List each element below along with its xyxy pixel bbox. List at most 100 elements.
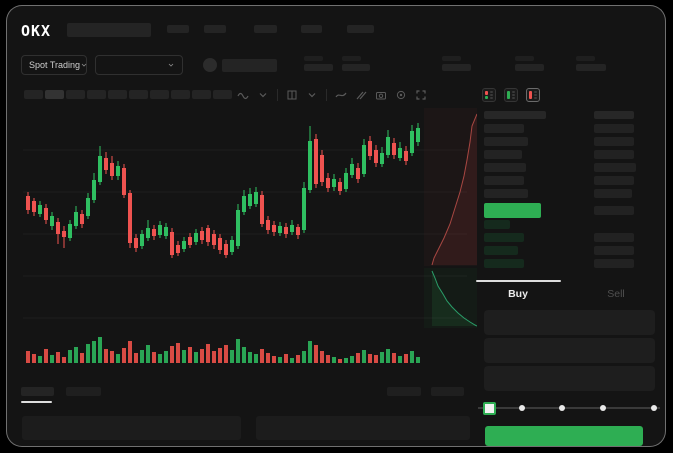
volume-bar xyxy=(86,344,90,363)
ob-ask-price[interactable] xyxy=(484,137,528,146)
slider-handle[interactable] xyxy=(483,402,496,415)
candle-body xyxy=(308,141,312,190)
tab-sell[interactable]: Sell xyxy=(607,288,625,300)
split-book-view-icon[interactable] xyxy=(482,88,496,102)
bottom-action-1[interactable] xyxy=(387,387,421,396)
ob-ask-amount[interactable] xyxy=(594,150,634,159)
slider-step-dot[interactable] xyxy=(519,405,525,411)
depth-chart[interactable] xyxy=(424,108,477,328)
ob-bid-amount[interactable] xyxy=(594,233,634,242)
nav-item-2[interactable] xyxy=(204,25,226,33)
ob-amount[interactable] xyxy=(594,206,634,215)
ob-header-amount[interactable] xyxy=(594,111,634,119)
bottom-action-2[interactable] xyxy=(431,387,464,396)
bottom-tab-2[interactable] xyxy=(66,387,101,396)
tab-buy[interactable]: Buy xyxy=(508,288,528,300)
chevron-down-icon[interactable] xyxy=(257,89,269,101)
fullscreen-icon[interactable] xyxy=(415,89,427,101)
timeframe-button[interactable] xyxy=(150,90,169,99)
bids-only-view-icon[interactable] xyxy=(504,88,518,102)
nav-item-5[interactable] xyxy=(347,25,374,33)
amount-percent-slider[interactable] xyxy=(478,400,660,416)
amount-input[interactable] xyxy=(484,338,655,363)
stat-label-4 xyxy=(515,56,534,61)
ob-ask-price[interactable] xyxy=(484,163,526,172)
volume-bar xyxy=(272,356,276,363)
ob-bid-price[interactable] xyxy=(484,220,510,229)
ob-header-price[interactable] xyxy=(484,111,546,119)
timeframe-button[interactable] xyxy=(108,90,127,99)
timeframe-button[interactable] xyxy=(45,90,64,99)
candle-body xyxy=(302,188,306,230)
ob-ask-price[interactable] xyxy=(484,189,528,198)
ob-last-price[interactable] xyxy=(484,203,541,218)
candle-body xyxy=(278,226,282,233)
price-input[interactable] xyxy=(484,310,655,335)
ob-ask-price[interactable] xyxy=(484,124,524,133)
volume-bar xyxy=(62,357,66,363)
candle-body xyxy=(80,214,84,224)
timeframe-button[interactable] xyxy=(213,90,232,99)
compare-line-icon[interactable] xyxy=(335,89,347,101)
candle-body xyxy=(38,205,42,214)
total-input[interactable] xyxy=(484,366,655,391)
ob-ask-price[interactable] xyxy=(484,176,524,185)
candlestick-chart[interactable] xyxy=(21,106,469,370)
candle-body xyxy=(116,166,120,176)
okx-logo[interactable]: OKX xyxy=(21,22,52,40)
candle-body xyxy=(98,156,102,182)
timeframe-button[interactable] xyxy=(129,90,148,99)
volume-bar xyxy=(74,347,78,363)
ob-bid-price[interactable] xyxy=(484,233,524,242)
volume-bar xyxy=(278,357,282,363)
order-book[interactable] xyxy=(477,108,665,280)
slider-step-dot[interactable] xyxy=(559,405,565,411)
slider-step-dot[interactable] xyxy=(651,405,657,411)
camera-icon[interactable] xyxy=(375,89,387,101)
volume-bar xyxy=(344,358,348,363)
ob-ask-amount[interactable] xyxy=(594,124,634,133)
ob-bid-amount[interactable] xyxy=(594,259,634,268)
nav-item-4[interactable] xyxy=(301,25,322,33)
volume-bar xyxy=(242,347,246,363)
bottom-tab-active[interactable] xyxy=(21,387,54,396)
candle-body xyxy=(176,245,180,253)
timeframe-button[interactable] xyxy=(66,90,85,99)
coin-avatar[interactable] xyxy=(203,58,217,72)
stat-value-5 xyxy=(576,64,606,71)
pair-dropdown[interactable] xyxy=(95,55,183,75)
timeframe-button[interactable] xyxy=(24,90,43,99)
market-type-selector[interactable]: Spot Trading xyxy=(21,55,87,75)
nav-item-3[interactable] xyxy=(254,25,277,33)
slider-track[interactable] xyxy=(478,407,660,409)
volume-bar xyxy=(332,357,336,363)
settings-gear-icon[interactable] xyxy=(395,89,407,101)
candle-body xyxy=(128,193,132,243)
nav-item-1[interactable] xyxy=(167,25,189,33)
candle-body xyxy=(332,179,336,187)
candle-body xyxy=(392,143,396,155)
candle-body xyxy=(398,148,402,158)
slider-step-dot[interactable] xyxy=(600,405,606,411)
volume-bar xyxy=(200,349,204,363)
timeframe-button[interactable] xyxy=(87,90,106,99)
ob-bid-price[interactable] xyxy=(484,246,518,255)
timeframe-button[interactable] xyxy=(171,90,190,99)
ob-ask-amount[interactable] xyxy=(594,189,632,198)
ob-ask-amount[interactable] xyxy=(594,163,636,172)
asks-only-view-icon[interactable] xyxy=(526,88,540,102)
bottom-panel-right xyxy=(256,416,470,440)
volume-bar xyxy=(308,341,312,363)
ob-bid-amount[interactable] xyxy=(594,246,634,255)
buy-submit-button[interactable] xyxy=(485,426,643,446)
ob-bid-price[interactable] xyxy=(484,259,524,268)
timeframe-button[interactable] xyxy=(192,90,211,99)
buy-tab-indicator xyxy=(476,280,561,282)
draw-tools-icon[interactable] xyxy=(355,89,367,101)
chevron-down-icon[interactable] xyxy=(306,89,318,101)
candle-style-icon[interactable] xyxy=(286,89,298,101)
ob-ask-amount[interactable] xyxy=(594,137,634,146)
ob-ask-price[interactable] xyxy=(484,150,522,159)
wave-indicator-icon[interactable] xyxy=(237,89,249,101)
ob-ask-amount[interactable] xyxy=(594,176,634,185)
